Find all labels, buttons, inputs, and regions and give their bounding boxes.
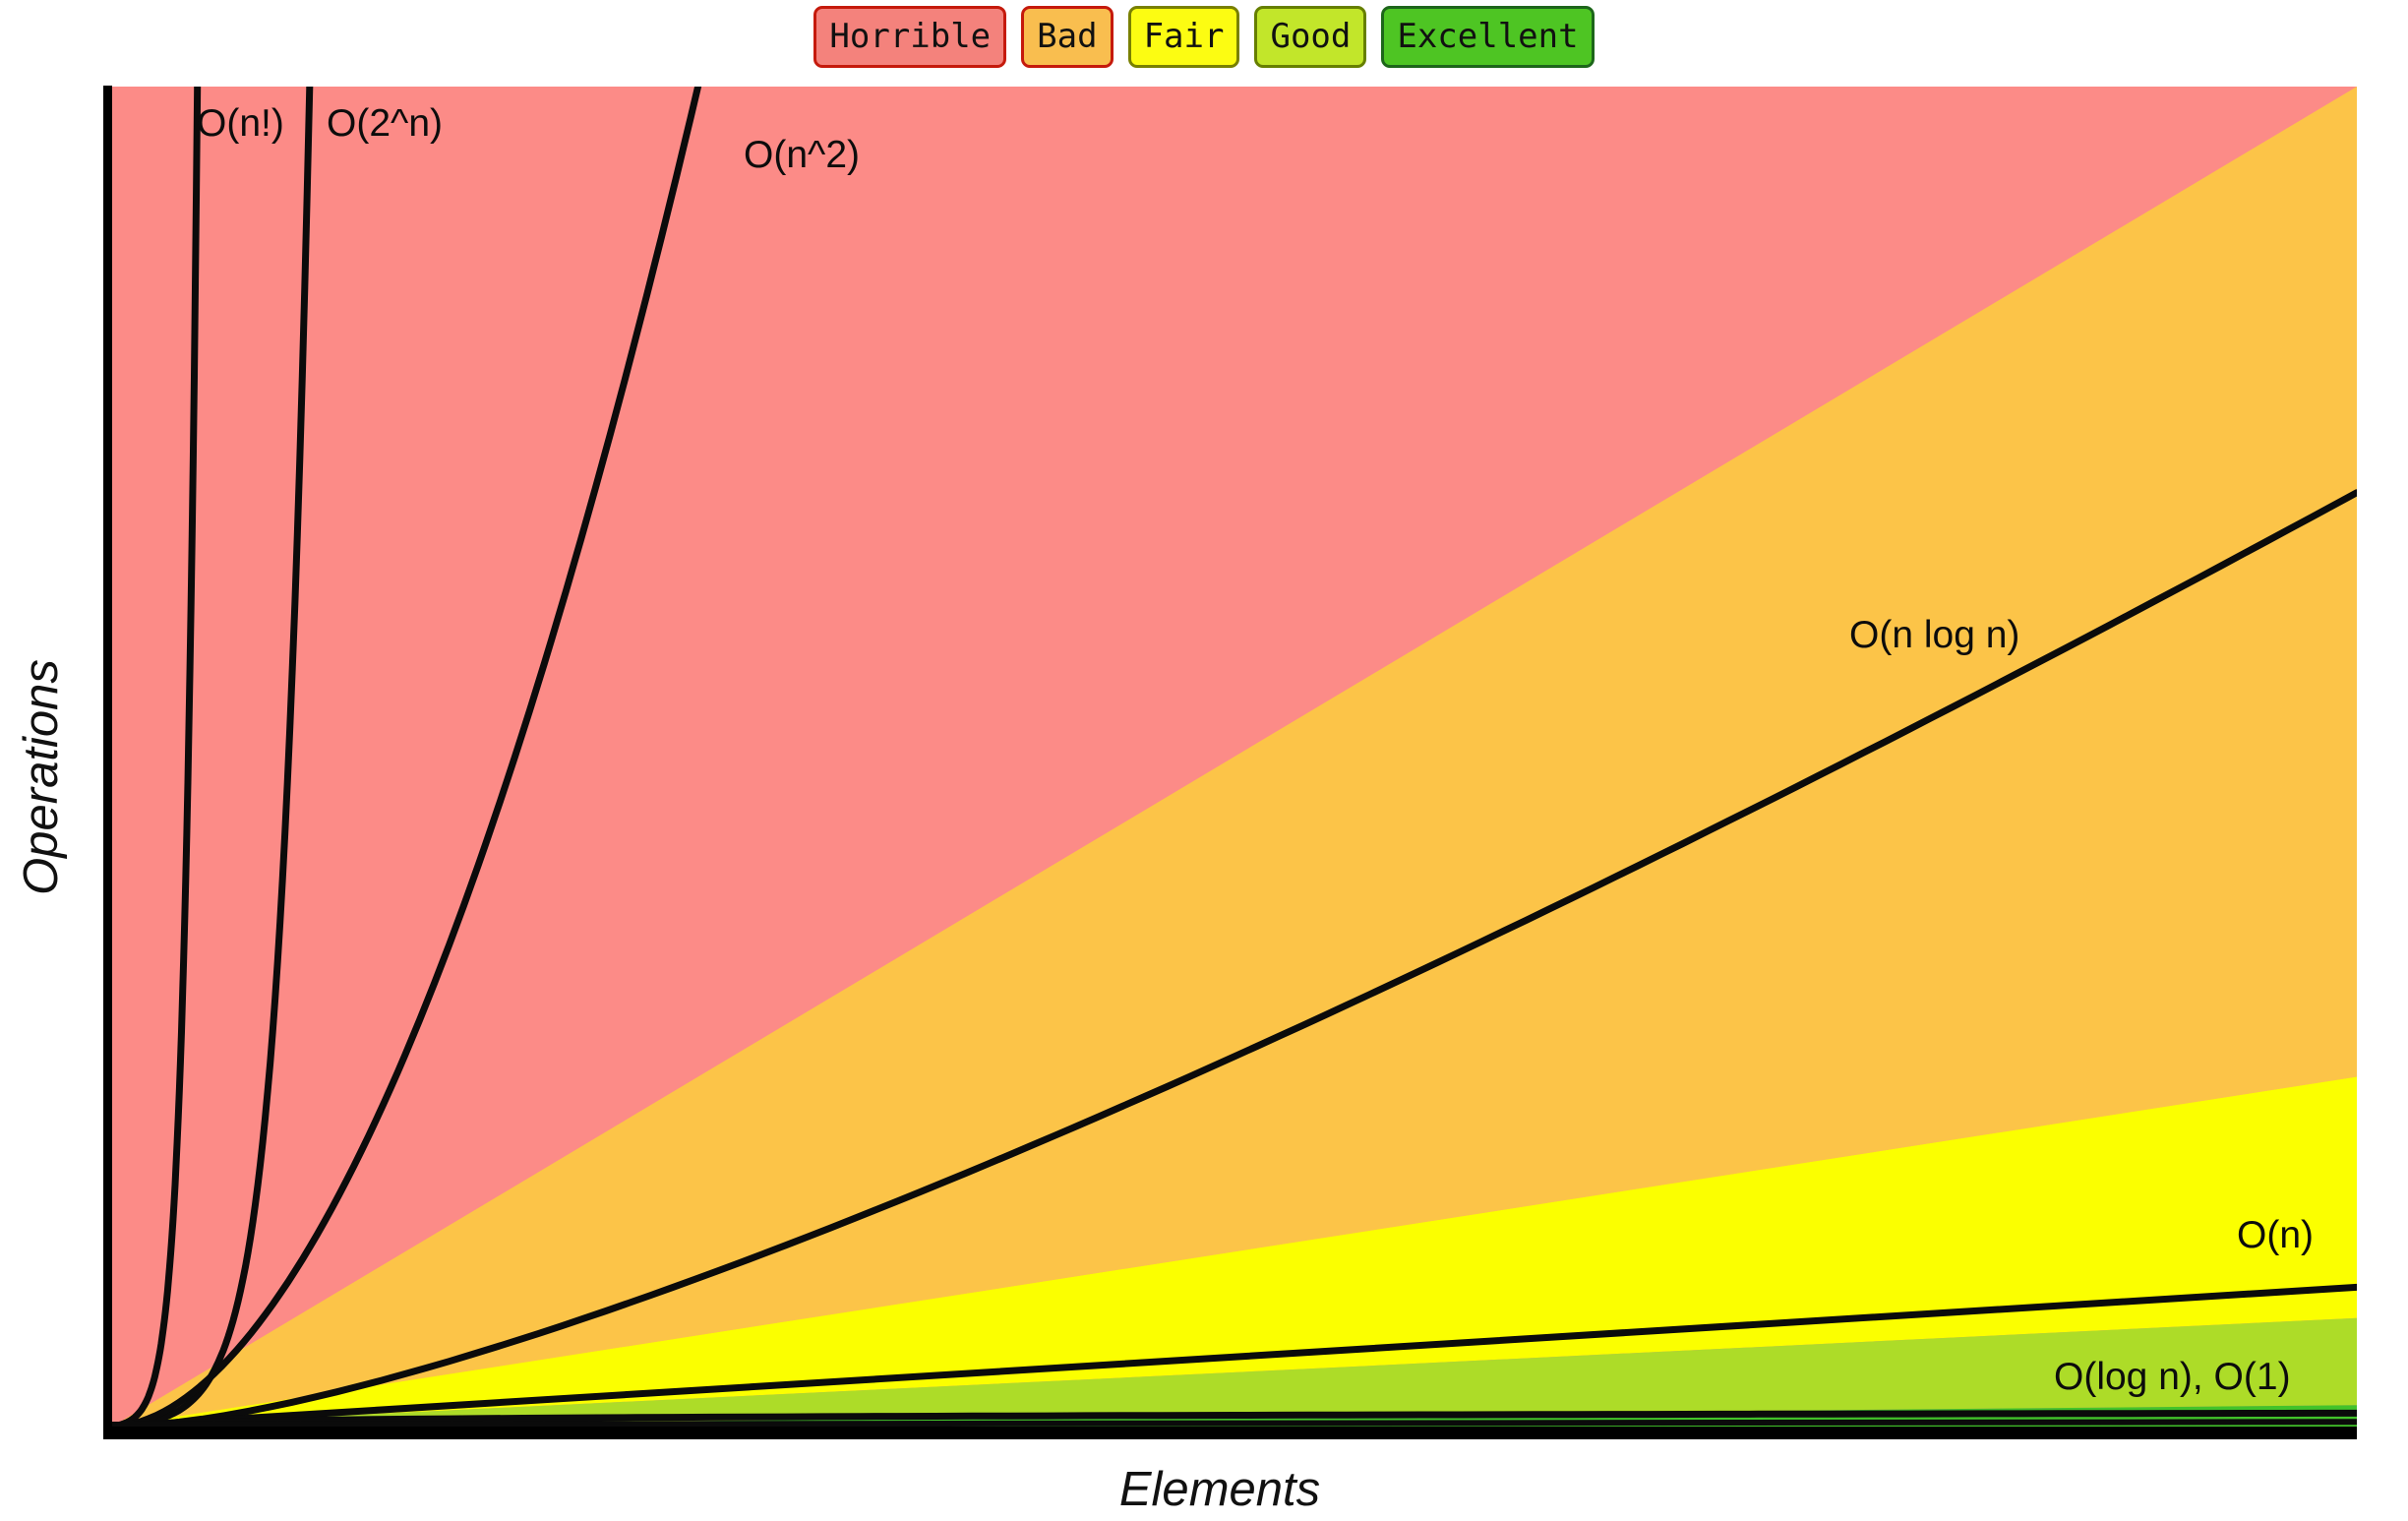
- curve-o-n: [112, 1283, 2357, 1427]
- legend-item-fair: Fair: [1127, 6, 1240, 68]
- x-axis-label: Elements: [1118, 1463, 1321, 1516]
- x-axis-line: [103, 1427, 2357, 1439]
- plot-area: O(n!) O(2^n) O(n^2) O(n log n) O(n) O(lo…: [112, 87, 2357, 1427]
- curve-label-n-squared: O(n^2): [744, 134, 860, 176]
- legend-item-bad: Bad: [1021, 6, 1114, 68]
- curve-o-1: [112, 1419, 2357, 1427]
- legend-item-horrible: Horrible: [813, 6, 1007, 68]
- curve-o-n-log-n: [112, 489, 2357, 1427]
- legend-item-good: Good: [1254, 6, 1367, 68]
- region-bad: [112, 87, 2357, 1427]
- curve-label-n-log-n: O(n log n): [1849, 614, 2020, 656]
- curve-label-n-linear: O(n): [2237, 1214, 2314, 1256]
- curve-label-n-factorial: O(n!): [197, 102, 284, 145]
- curve-label-log-n-const: O(log n), O(1): [2054, 1356, 2291, 1398]
- curve-label-2-pow-n: O(2^n): [327, 102, 443, 145]
- curve-o-log-n: [112, 1409, 2357, 1427]
- y-axis-line: [103, 86, 112, 1439]
- legend: Horrible Bad Fair Good Excellent: [0, 6, 2408, 68]
- region-fair: [112, 1076, 2357, 1427]
- legend-item-excellent: Excellent: [1381, 6, 1595, 68]
- complexity-plot-svg: [112, 87, 2357, 1427]
- curve-o-n-2: [112, 87, 702, 1427]
- region-good: [112, 1317, 2357, 1427]
- y-axis-label: Operations: [15, 659, 68, 895]
